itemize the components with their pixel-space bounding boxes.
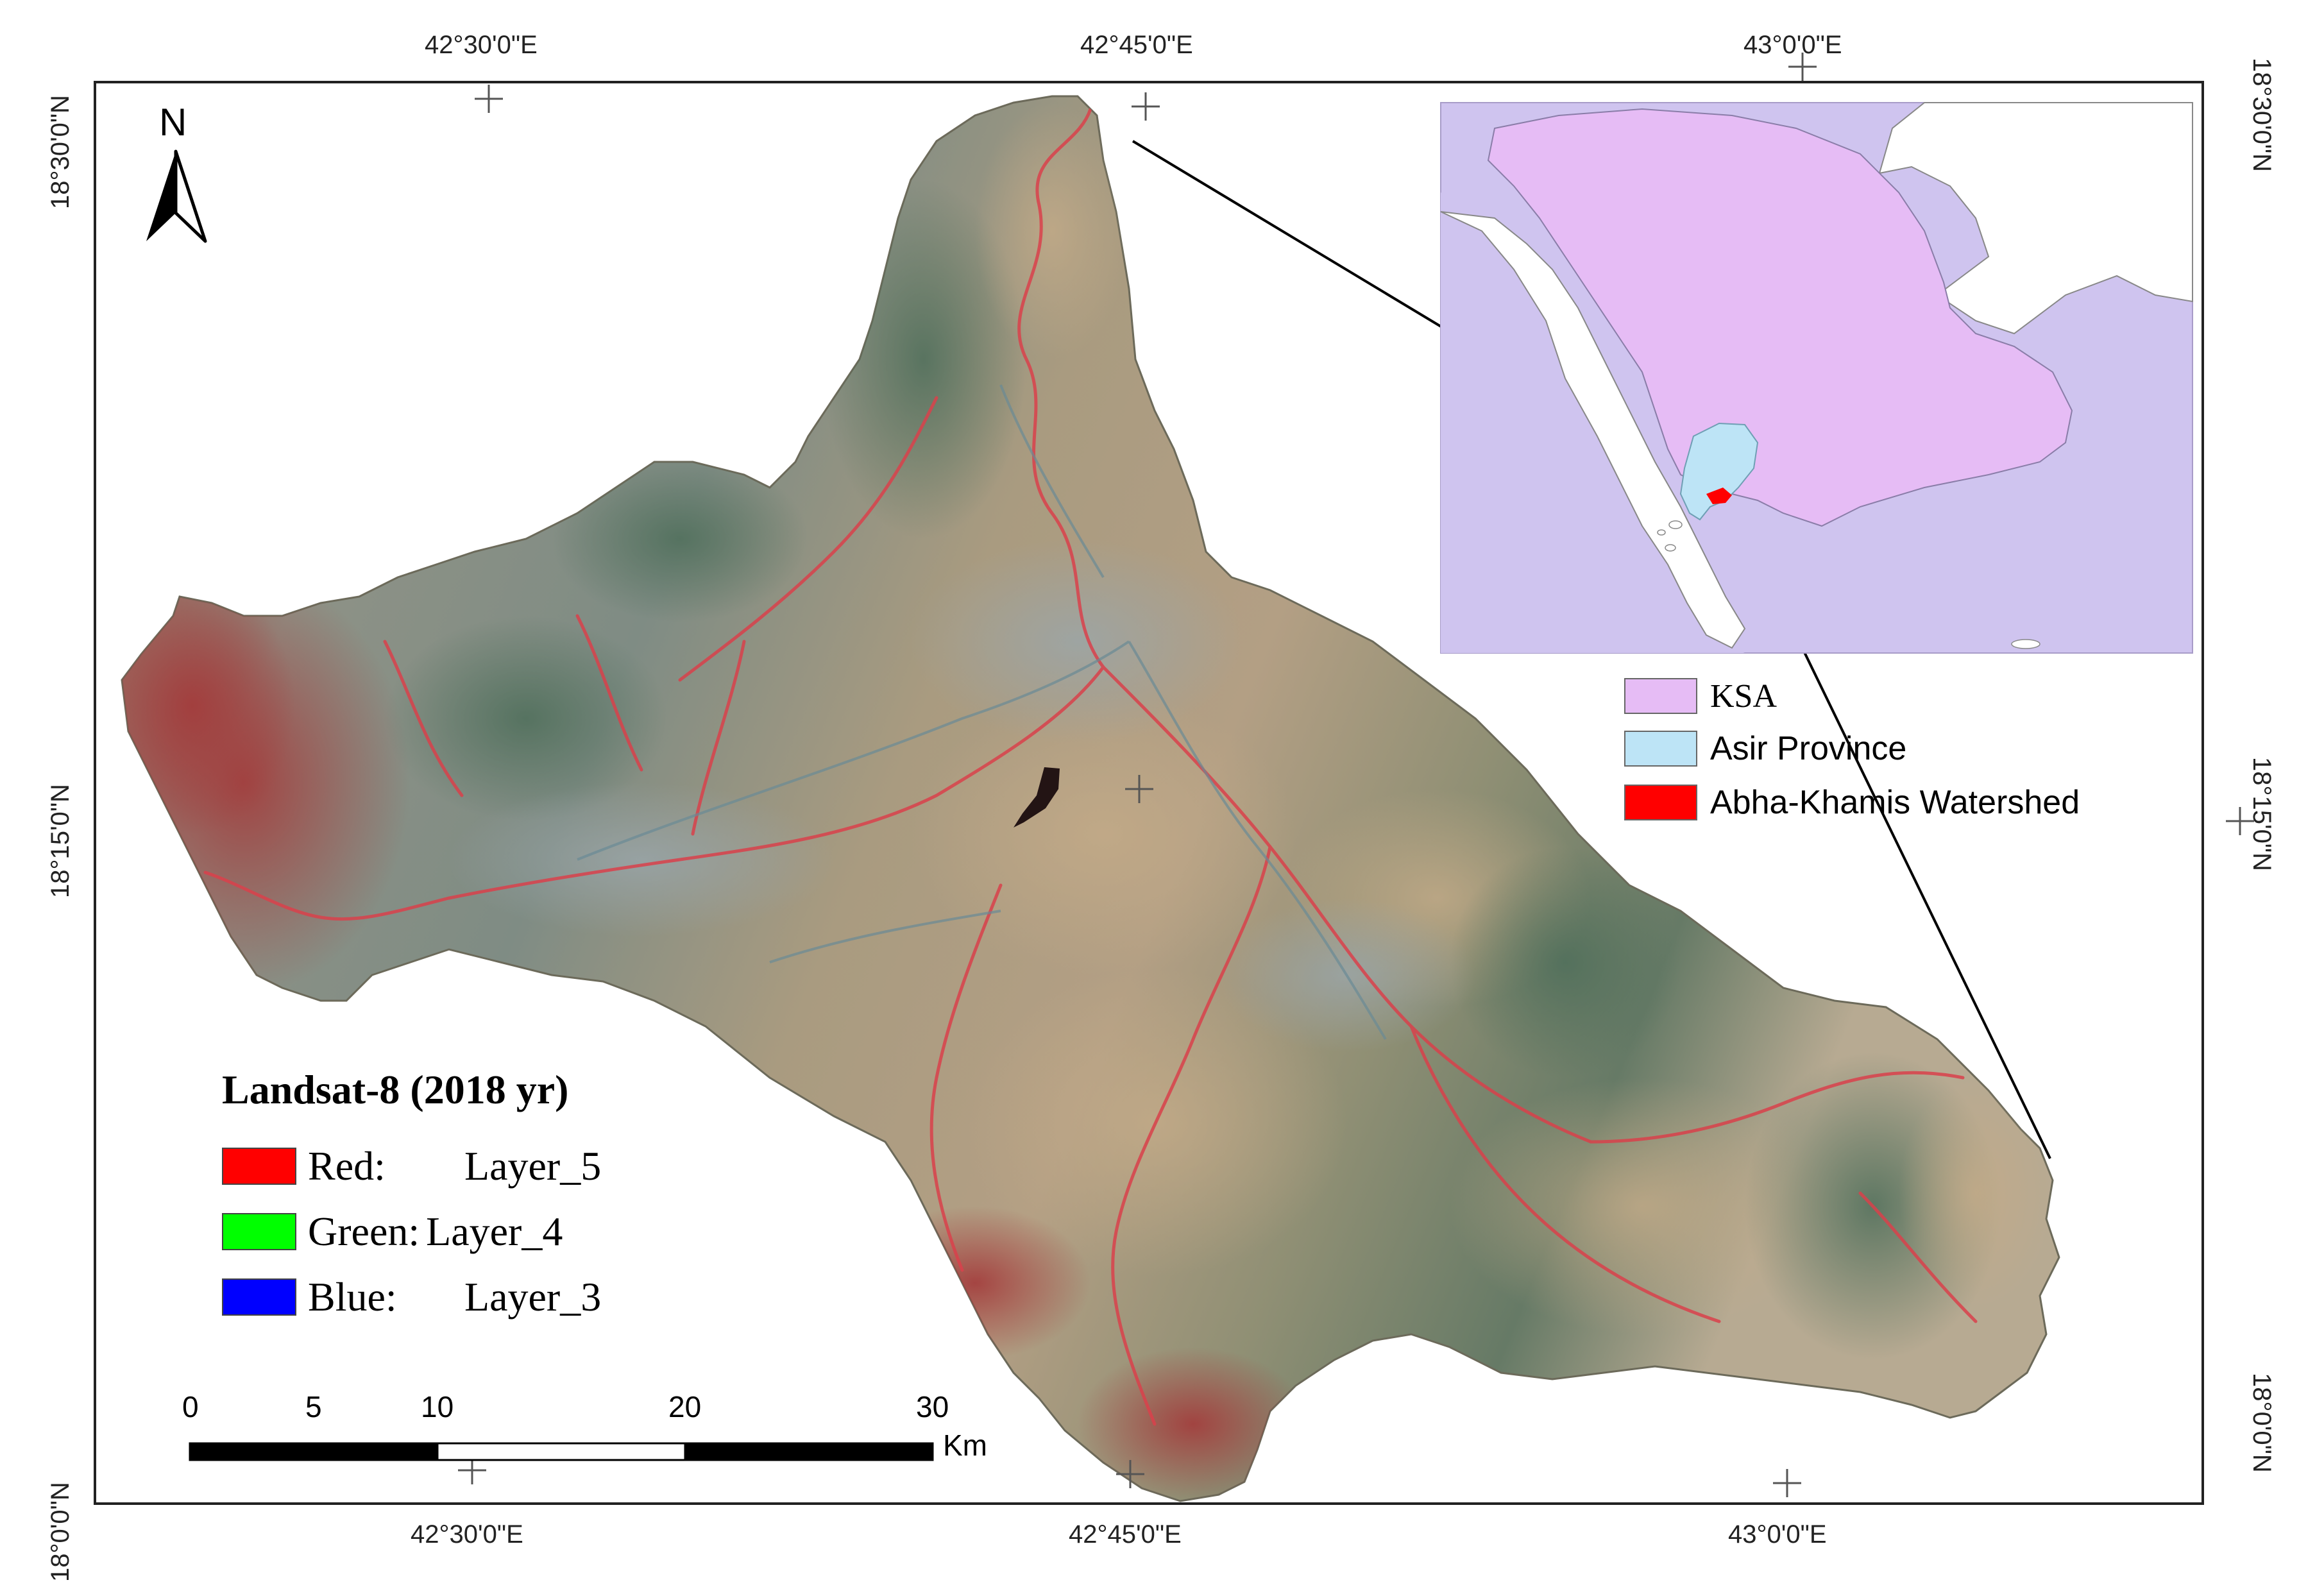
left-latitude-label: 18°0'0"N [46, 1482, 74, 1582]
blue-swatch [222, 1278, 296, 1316]
band-label: Red: [308, 1143, 386, 1189]
band-label: Green: [308, 1209, 420, 1254]
inset-legend-item-asir: Asir Province [1624, 730, 1906, 767]
inset-legend-label: KSA [1710, 677, 1777, 715]
scale-unit-label: Km [943, 1429, 987, 1462]
red-swatch [222, 1148, 296, 1185]
top-longitude-label: 42°30'0"E [425, 31, 538, 59]
band-layer: Layer_4 [426, 1209, 563, 1254]
inset-watershed-shape [1706, 488, 1732, 504]
right-latitude-label: 18°0'0"N [2248, 1373, 2276, 1473]
reservoir-shape [1014, 767, 1060, 828]
band-legend-item-green: Green: Layer_4 [222, 1209, 563, 1254]
scale-tick-label: 10 [421, 1390, 454, 1423]
scale-tick-label: 5 [305, 1390, 322, 1423]
inset-legend-label: Asir Province [1710, 730, 1907, 767]
scale-bar [189, 1442, 934, 1461]
inset-legend-label: Abha-Khamis Watershed [1710, 784, 2080, 821]
band-layer: Layer_5 [464, 1143, 602, 1189]
watershed-swatch [1624, 785, 1697, 820]
inset-map [1440, 102, 2193, 654]
left-latitude-label: 18°15'0"N [46, 784, 74, 898]
band-legend-item-blue: Blue: Layer_3 [222, 1274, 601, 1320]
green-swatch [222, 1213, 296, 1250]
band-legend-title: Landsat-8 (2018 yr) [222, 1067, 569, 1112]
band-legend-item-red: Red: Layer_5 [222, 1143, 601, 1189]
bottom-longitude-label: 42°30'0"E [411, 1520, 523, 1549]
bottom-longitude-label: 43°0'0"E [1728, 1520, 1827, 1549]
right-latitude-label: 18°15'0"N [2248, 757, 2276, 871]
scale-tick-label: 0 [182, 1390, 199, 1423]
band-layer: Layer_3 [464, 1274, 602, 1320]
inset-ksa-shape [1487, 108, 2073, 527]
scale-tick-label: 30 [916, 1390, 949, 1423]
inset-legend-item-watershed: Abha-Khamis Watershed [1624, 784, 2080, 821]
bottom-longitude-label: 42°45'0"E [1069, 1520, 1182, 1549]
north-arrow-icon [146, 149, 207, 243]
north-label: N [159, 101, 187, 144]
top-longitude-label: 43°0'0"E [1743, 31, 1842, 59]
band-label: Blue: [308, 1274, 397, 1320]
asir-swatch [1624, 731, 1697, 767]
top-longitude-label: 42°45'0"E [1080, 31, 1193, 59]
inset-legend-item-ksa: KSA [1624, 677, 1777, 715]
right-latitude-label: 18°30'0"N [2248, 58, 2276, 172]
scale-tick-label: 20 [668, 1390, 702, 1423]
left-latitude-label: 18°30'0"N [46, 95, 74, 209]
ksa-swatch [1624, 678, 1697, 714]
